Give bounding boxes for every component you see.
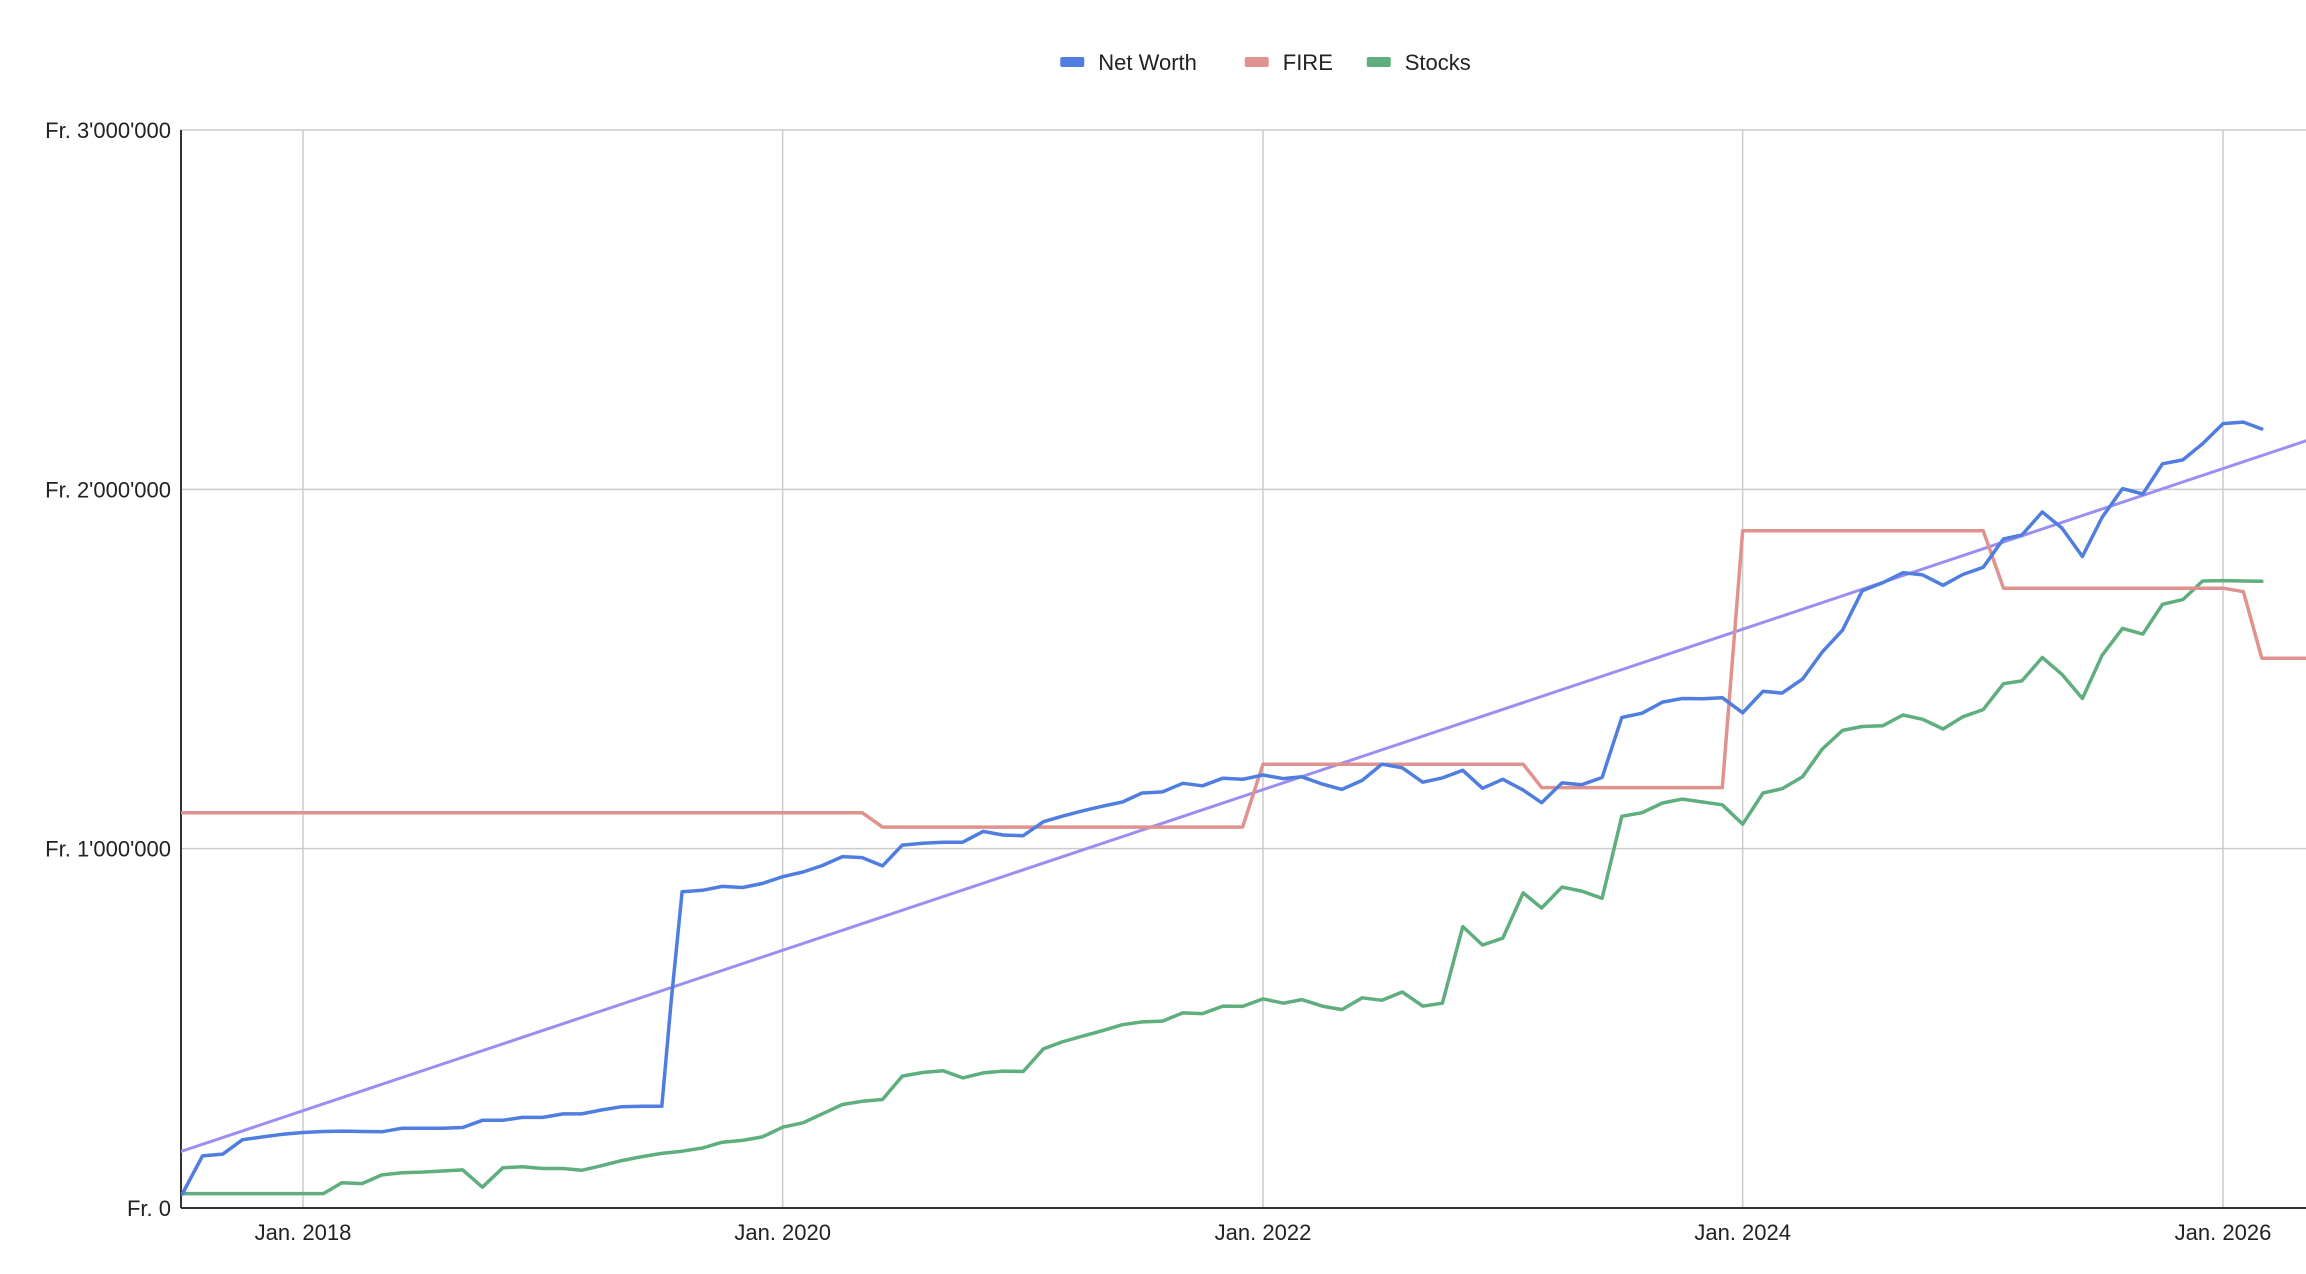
legend-label: Stocks bbox=[1405, 50, 1471, 75]
legend-label: Net Worth bbox=[1098, 50, 1197, 75]
y-tick-label: Fr. 2'000'000 bbox=[45, 477, 171, 502]
y-tick-label: Fr. 3'000'000 bbox=[45, 118, 171, 143]
trendline-net-worth bbox=[181, 439, 2306, 1154]
series-line-stocks bbox=[181, 578, 2264, 1196]
y-tick-label: Fr. 0 bbox=[127, 1196, 171, 1221]
legend-item-stocks[interactable]: Stocks bbox=[1366, 50, 1471, 75]
legend-swatch bbox=[1060, 57, 1085, 67]
trendlines bbox=[181, 439, 2306, 1154]
series-lines bbox=[181, 420, 2306, 1197]
y-tick-label: Fr. 1'000'000 bbox=[45, 837, 171, 862]
x-tick-label: Jan. 2018 bbox=[255, 1220, 352, 1245]
x-tick-label: Jan. 2022 bbox=[1215, 1220, 1312, 1245]
legend-item-fire[interactable]: FIRE bbox=[1244, 50, 1333, 75]
tick-labels: Fr. 0 Fr. 1'000'000 Fr. 2'000'000 Fr. 3'000… bbox=[45, 118, 2271, 1245]
x-tick-label: Jan. 2024 bbox=[1694, 1220, 1791, 1245]
series-line-fire bbox=[181, 528, 2306, 829]
legend-item-net-worth[interactable]: Net Worth bbox=[1060, 50, 1197, 75]
x-tick-label: Jan. 2020 bbox=[734, 1220, 831, 1245]
x-tick-label: Jan. 2026 bbox=[2175, 1220, 2272, 1245]
legend-swatch bbox=[1366, 57, 1391, 67]
legend-swatch bbox=[1244, 57, 1269, 67]
grid bbox=[181, 129, 2306, 1208]
legend-label: FIRE bbox=[1283, 50, 1333, 75]
axes bbox=[180, 130, 2306, 1209]
series-line-net-worth bbox=[181, 420, 2264, 1197]
legend: Net Worth FIRE Stocks bbox=[1060, 50, 1471, 75]
